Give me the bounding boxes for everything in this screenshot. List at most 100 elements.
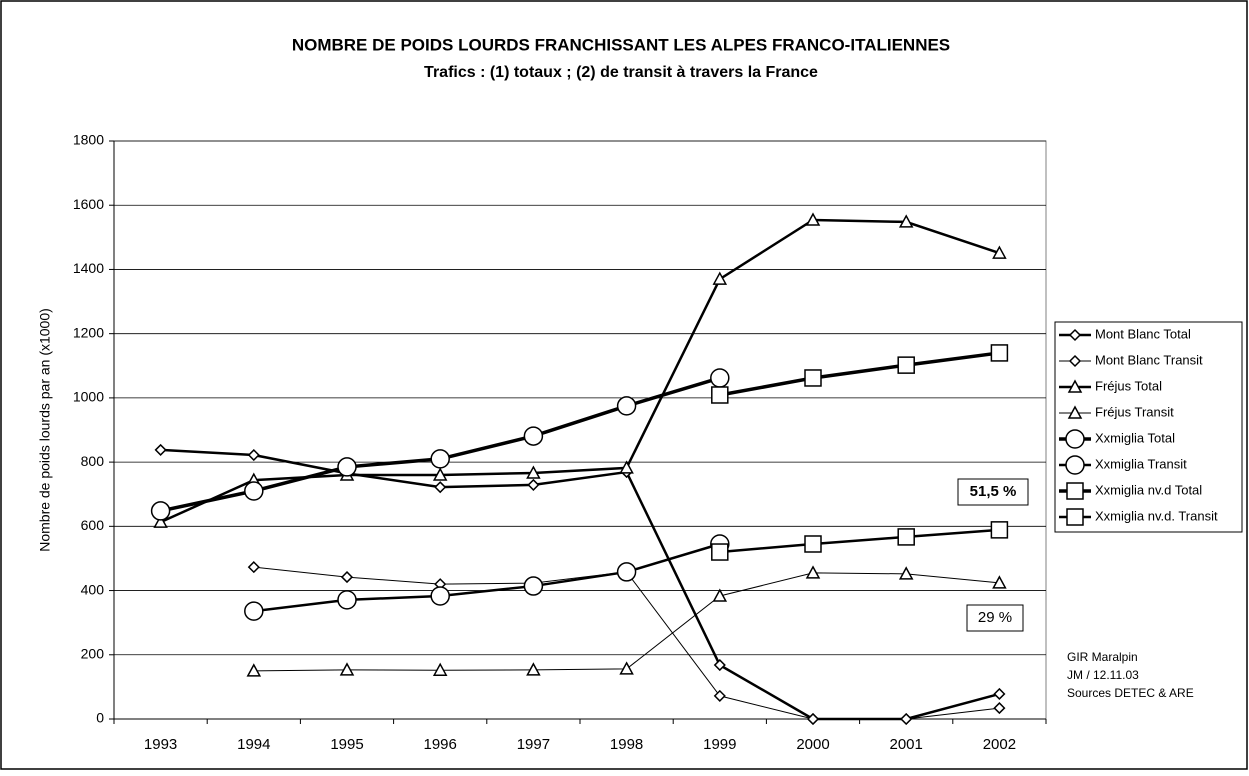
marker-diamond	[154, 443, 167, 456]
y-tick-label: 400	[81, 581, 105, 597]
marker-circle	[337, 457, 357, 477]
source-note: Sources DETEC & ARE	[1067, 686, 1194, 700]
legend-marker	[1065, 455, 1085, 475]
marker-circle	[710, 368, 730, 388]
x-tick-label: 2000	[796, 736, 829, 753]
x-tick-label: 1994	[237, 736, 270, 753]
marker-square	[897, 528, 915, 546]
legend-marker	[1067, 405, 1083, 419]
marker-square	[804, 369, 822, 387]
chart-title: NOMBRE DE POIDS LOURDS FRANCHISSANT LES …	[292, 35, 950, 54]
marker-triangle	[526, 465, 541, 479]
marker-diamond	[527, 478, 540, 491]
legend-label: Mont Blanc Total	[1095, 326, 1191, 341]
legend-marker	[1066, 508, 1084, 526]
source-note: JM / 12.11.03	[1067, 668, 1139, 682]
legend-marker	[1068, 354, 1082, 368]
marker-circle	[337, 590, 357, 610]
marker-diamond	[434, 481, 447, 494]
marker-square	[897, 356, 915, 374]
y-tick-label: 0	[96, 710, 104, 726]
marker-circle	[616, 562, 637, 582]
legend-label: Fréjus Transit	[1095, 404, 1174, 419]
legend-label: Xxmiglia nv.d. Transit	[1095, 508, 1218, 523]
marker-diamond	[806, 712, 820, 726]
plot-area	[113, 140, 1047, 720]
x-tick-label: 1993	[144, 736, 177, 753]
legend-marker	[1065, 429, 1085, 449]
legend-label: Xxmiglia Total	[1095, 430, 1175, 445]
legend-marker	[1066, 482, 1084, 500]
marker-diamond	[713, 689, 726, 702]
marker-circle	[430, 586, 450, 606]
legend-label: Fréjus Total	[1095, 378, 1162, 393]
y-axis-label: Nombre de poids lourds par an (x1000)	[37, 308, 53, 552]
marker-triangle	[432, 662, 448, 676]
marker-triangle	[805, 565, 821, 579]
marker-triangle	[992, 245, 1007, 259]
y-tick-label: 1600	[73, 196, 104, 212]
legend-marker	[1068, 328, 1082, 342]
source-note: GIR Maralpin	[1067, 650, 1138, 664]
legend-label: Xxmiglia Transit	[1095, 456, 1187, 471]
marker-triangle	[153, 514, 168, 528]
marker-circle	[523, 576, 544, 596]
y-tick-label: 1200	[73, 324, 104, 340]
legend-label: Xxmiglia nv.d Total	[1095, 482, 1202, 497]
marker-triangle	[898, 214, 914, 228]
x-tick-label: 1999	[703, 736, 736, 753]
marker-triangle	[619, 460, 634, 474]
marker-diamond	[993, 687, 1006, 701]
marker-square	[711, 386, 729, 404]
y-tick-label: 1000	[73, 389, 104, 405]
x-tick-label: 2001	[890, 736, 923, 753]
marker-triangle	[432, 467, 448, 481]
annotation: 51,5 %	[970, 483, 1017, 500]
series-line	[719, 528, 1000, 554]
annotation: 29 %	[978, 609, 1012, 626]
legend-label: Mont Blanc Transit	[1095, 352, 1203, 367]
legend-box	[1054, 321, 1243, 533]
marker-triangle	[712, 271, 728, 285]
marker-circle	[616, 396, 637, 416]
marker-circle	[244, 601, 264, 621]
marker-square	[711, 543, 729, 561]
marker-circle	[523, 426, 544, 446]
marker-triangle	[898, 566, 914, 580]
x-tick-label: 1998	[610, 736, 643, 753]
marker-diamond	[340, 571, 354, 584]
x-tick-label: 1995	[330, 736, 363, 753]
marker-diamond	[247, 561, 260, 574]
marker-triangle	[526, 662, 541, 676]
marker-triangle	[339, 662, 355, 676]
y-tick-label: 1800	[73, 132, 104, 148]
chart-subtitle: Trafics : (1) totaux ; (2) de transit à …	[424, 64, 818, 81]
x-tick-label: 2002	[983, 736, 1016, 753]
marker-triangle	[619, 661, 634, 675]
marker-square	[804, 535, 822, 553]
legend-marker	[1067, 379, 1083, 393]
marker-diamond	[247, 448, 260, 462]
series-line	[719, 351, 1000, 397]
marker-circle	[430, 449, 450, 469]
marker-square	[990, 344, 1009, 362]
y-tick-label: 800	[81, 453, 105, 469]
marker-triangle	[712, 588, 728, 602]
marker-triangle	[805, 212, 821, 226]
marker-square	[990, 521, 1009, 539]
series-line	[253, 542, 721, 613]
marker-circle	[150, 501, 171, 521]
y-tick-label: 200	[81, 645, 105, 661]
marker-circle	[244, 481, 264, 501]
y-tick-label: 600	[81, 517, 105, 533]
annotation-box	[957, 478, 1029, 506]
y-tick-label: 1400	[73, 260, 104, 276]
marker-triangle	[246, 663, 262, 677]
x-tick-label: 1997	[517, 736, 550, 753]
annotation-box	[966, 604, 1024, 632]
marker-diamond	[713, 658, 726, 672]
x-tick-label: 1996	[424, 736, 457, 753]
marker-diamond	[900, 712, 913, 726]
marker-diamond	[993, 702, 1006, 715]
